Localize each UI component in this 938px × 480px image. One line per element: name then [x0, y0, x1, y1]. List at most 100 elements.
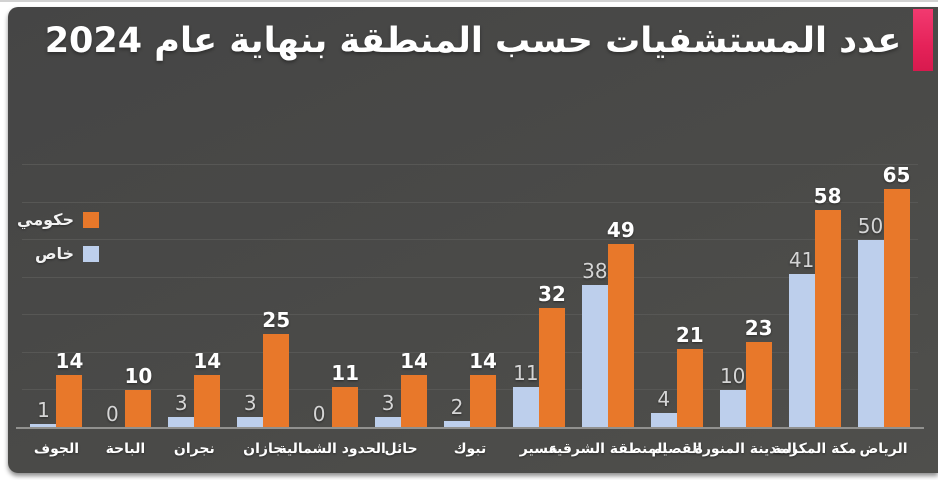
bar-group: 3 14 حائل	[375, 165, 428, 457]
bar-value-label-priv: 3	[381, 390, 395, 415]
bar-column-priv: 0	[99, 165, 125, 428]
legend: حكومي خاص	[17, 210, 99, 263]
bar-column-priv: 10	[719, 165, 746, 428]
bar-value-label-gov: 10	[124, 364, 153, 389]
bar-column-gov: 49	[606, 165, 635, 428]
bar-value-label-priv: 11	[513, 360, 539, 385]
category-label: الجوف	[33, 441, 80, 457]
bar-priv	[788, 273, 815, 428]
gridline-60	[22, 201, 918, 203]
page-top-border	[0, 0, 938, 2]
bar-column-priv: 2	[443, 165, 470, 428]
bar-group: 2 14 تبوك	[443, 165, 497, 457]
bar-column-priv: 1	[30, 165, 57, 428]
bar-group: 3 25 جازان	[237, 165, 291, 457]
gridline-50	[22, 239, 918, 241]
bar-gov	[745, 341, 772, 428]
bar-value-label-priv: 38	[582, 259, 608, 284]
pink-accent-bar	[913, 9, 933, 71]
category-label: الباحة	[105, 441, 146, 457]
bar-group: 1 14 الجوف	[30, 165, 84, 457]
bar-priv	[168, 416, 195, 428]
bar-gov	[469, 375, 496, 428]
legend-item-government: حكومي	[17, 210, 99, 229]
bar-column-priv: 50	[857, 165, 884, 428]
bar-value-label-gov: 25	[262, 308, 291, 333]
bar-value-label-gov: 32	[537, 281, 566, 306]
plot-area: 1 14 الجوف 0 10 الباحة 3 14 نجران 3 25 جازان 0 11 الحد…	[16, 164, 924, 457]
bar-group: 10 23 المدينة المنورة	[695, 165, 797, 457]
bar-priv	[581, 285, 608, 428]
bar-gov	[56, 375, 83, 428]
category-label: المنطقة الشرقية	[548, 441, 668, 457]
bar-value-label-priv: 2	[450, 394, 464, 419]
bar-priv	[719, 390, 746, 428]
bar-group: 3 14 نجران	[168, 165, 222, 457]
bar-column-gov: 14	[193, 165, 222, 428]
bar-column-gov: 21	[675, 165, 704, 428]
bar-value-label-gov: 58	[813, 184, 842, 209]
bar-column-gov: 10	[124, 165, 153, 428]
bar-value-label-gov: 21	[675, 323, 704, 348]
bar-value-label-priv: 3	[243, 390, 257, 415]
bar-column-gov: 58	[813, 165, 842, 428]
bar-column-priv: 4	[650, 165, 677, 428]
legend-swatch-private	[83, 245, 99, 262]
gridline-70	[22, 164, 918, 165]
bar-value-label-gov: 49	[606, 217, 635, 242]
bar-gov	[263, 334, 290, 428]
bar-value-label-gov: 23	[744, 315, 773, 340]
bar-value-label-priv: 3	[174, 390, 188, 415]
bar-column-priv: 11	[512, 165, 539, 428]
bar-groups: 1 14 الجوف 0 10 الباحة 3 14 نجران 3 25 جازان 0 11 الحد…	[22, 165, 918, 457]
chart-slide: عدد المستشفيات حسب المنطقة بنهاية عام 20…	[8, 7, 938, 473]
bar-column-gov: 65	[883, 165, 910, 428]
bar-group: 0 11 الحدود الشمالية	[278, 165, 385, 457]
category-label: عسير	[519, 441, 559, 457]
category-label: الحدود الشمالية	[278, 441, 386, 457]
bar-gov	[607, 243, 634, 428]
bar-value-label-gov: 14	[55, 349, 84, 374]
bar-value-label-priv: 0	[106, 402, 119, 426]
bar-value-label-gov: 14	[193, 349, 222, 374]
bar-priv	[650, 412, 677, 428]
gridline-40	[22, 276, 918, 278]
bar-gov	[676, 349, 703, 428]
bar-gov	[538, 307, 565, 428]
bar-value-label-priv: 50	[857, 214, 884, 239]
category-label: نجران	[173, 441, 215, 457]
category-label: حائل	[384, 441, 418, 457]
bar-group: 4 21 القصيم	[650, 165, 704, 457]
x-axis-line	[16, 427, 924, 429]
legend-label-government: حكومي	[17, 210, 74, 229]
bar-priv	[443, 420, 470, 428]
bar-column-gov: 32	[537, 165, 566, 428]
bar-value-label-gov: 14	[469, 349, 497, 374]
bar-value-label-priv: 1	[37, 398, 50, 423]
bar-gov	[401, 375, 428, 428]
bar-value-label-priv: 4	[657, 386, 671, 411]
bar-group: 50 65 الرياض	[857, 165, 910, 457]
bar-gov	[814, 210, 841, 428]
legend-label-private: خاص	[34, 244, 74, 263]
bar-gov	[883, 189, 910, 428]
category-label: تبوك	[453, 441, 487, 457]
bar-column-gov: 14	[55, 165, 84, 428]
category-label: المدينة المنورة	[694, 441, 797, 457]
bar-gov	[194, 375, 221, 428]
bar-column-priv: 3	[237, 165, 264, 428]
bar-value-label-priv: 41	[788, 247, 815, 272]
bar-column-priv: 3	[375, 165, 402, 428]
category-label: جازان	[243, 441, 284, 457]
legend-item-private: خاص	[20, 244, 99, 263]
bar-priv	[375, 416, 402, 428]
bar-column-priv: 41	[788, 165, 815, 428]
bar-column-gov: 14	[469, 165, 497, 428]
bar-priv	[857, 240, 884, 428]
bar-column-priv: 38	[581, 165, 608, 428]
category-label: الرياض	[859, 441, 908, 457]
bar-value-label-priv: 0	[312, 402, 326, 426]
bar-column-gov: 11	[331, 165, 359, 428]
gridline-30	[22, 314, 918, 316]
category-label: مكة المكرمة	[772, 441, 857, 457]
